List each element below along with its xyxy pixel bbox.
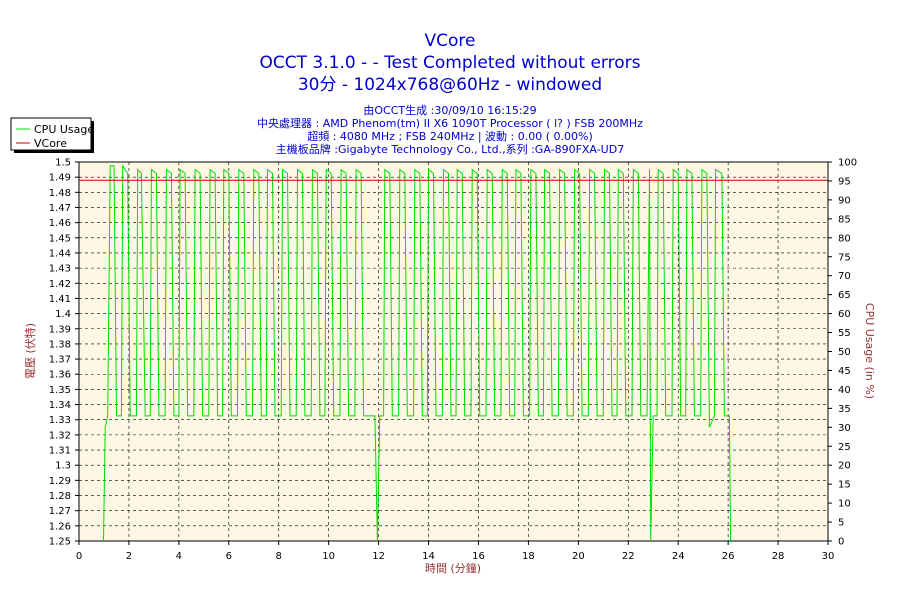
y-left-tick-label: 1.43 (49, 264, 71, 275)
x-tick-label: 22 (622, 551, 635, 562)
x-tick-label: 0 (76, 551, 82, 562)
y-right-tick-label: 50 (838, 347, 851, 358)
x-tick-label: 26 (722, 551, 735, 562)
y-left-tick-label: 1.46 (49, 218, 71, 229)
y-left-tick-label: 1.25 (49, 537, 71, 548)
y-left-axis-label: 電壓 (伏特) (23, 323, 37, 379)
y-left-tick-label: 1.41 (49, 294, 71, 305)
y-left-tick-label: 1.34 (49, 400, 71, 411)
info-line-4: 主機板品牌 :Gigabyte Technology Co., Ltd.,系列 … (276, 142, 624, 156)
info-line-2: 中央處理器 : AMD Phenom(tm) II X6 1090T Proce… (257, 116, 643, 130)
plot-area (78, 161, 829, 542)
y-left-tick-label: 1.35 (49, 385, 71, 396)
x-tick-label: 4 (176, 551, 182, 562)
x-tick-label: 14 (422, 551, 435, 562)
y-left-tick-label: 1.38 (49, 339, 71, 350)
x-tick-label: 2 (126, 551, 132, 562)
series-line-cpu-usage (103, 164, 732, 542)
legend-label-cpu-usage: CPU Usage (34, 123, 94, 136)
y-left-tick-label: 1.31 (49, 446, 71, 457)
y-left-tick-label: 1.48 (49, 188, 71, 199)
x-tick-label: 12 (372, 551, 385, 562)
y-left-tick-label: 1.36 (49, 370, 71, 381)
y-left-tick-label: 1.44 (49, 248, 71, 259)
legend: CPU Usage VCore (10, 117, 94, 153)
y-right-tick-label: 35 (838, 404, 851, 415)
series-lines (79, 164, 828, 542)
y-left-tick-label: 1.5 (55, 158, 71, 169)
x-tick-label: 28 (772, 551, 785, 562)
y-right-tick-label: 30 (838, 423, 851, 434)
y-left-tick-label: 1.27 (49, 506, 71, 517)
y-right-tick-label: 5 (838, 518, 844, 529)
y-right-tick-label: 25 (838, 442, 851, 453)
y-right-tick-label: 0 (838, 537, 844, 548)
y-right-axis-label: CPU Usage (in %) (863, 303, 876, 399)
y-right-tick-label: 90 (838, 195, 851, 206)
info-line-3: 超頻 : 4080 MHz ; FSB 240MHz | 波動 : 0.00 (… (307, 129, 593, 143)
info-line-1: 由OCCT生成 :30/09/10 16:15:29 (363, 103, 536, 117)
y-right-tick-label: 70 (838, 271, 851, 282)
y-left-tick-label: 1.42 (49, 279, 71, 290)
x-tick-label: 16 (472, 551, 485, 562)
chart-title: VCore (425, 31, 476, 51)
y-right-tick-label: 10 (838, 499, 851, 510)
chart-subtitle-2: 30分 - 1024x768@60Hz - windowed (298, 75, 602, 95)
grid-lines (78, 161, 829, 542)
y-left-tick-label: 1.29 (49, 476, 71, 487)
y-right-tick-label: 80 (838, 233, 851, 244)
x-tick-label: 20 (572, 551, 585, 562)
y-right-tick-label: 40 (838, 385, 851, 396)
y-left-tick-label: 1.37 (49, 355, 71, 366)
y-right-tick-label: 55 (838, 328, 851, 339)
y-left-tick-label: 1.32 (49, 430, 71, 441)
legend-box (10, 117, 92, 151)
y-left-tick-label: 1.47 (49, 203, 71, 214)
x-tick-label: 8 (276, 551, 282, 562)
y-left-ticks: 1.5 1.49 1.48 1.47 1.46 1.45 1.44 1.43 1.42 1.41 1… (49, 158, 79, 548)
y-left-tick-label: 1.33 (49, 415, 71, 426)
y-right-tick-label: 100 (838, 158, 857, 169)
y-left-tick-label: 1.3 (55, 461, 71, 472)
y-left-tick-label: 1.45 (49, 233, 71, 244)
y-right-tick-label: 60 (838, 309, 851, 320)
x-axis-label: 時間 (分鐘) (425, 561, 481, 575)
y-right-tick-label: 65 (838, 290, 851, 301)
y-right-tick-label: 85 (838, 214, 851, 225)
y-left-tick-label: 1.4 (55, 309, 71, 320)
x-tick-label: 6 (226, 551, 232, 562)
y-right-tick-label: 95 (838, 176, 851, 187)
y-right-tick-label: 15 (838, 480, 851, 491)
legend-label-vcore: VCore (34, 137, 67, 150)
y-left-tick-label: 1.49 (49, 173, 71, 184)
x-ticks: 0 2 4 6 8 10 12 14 16 18 20 22 24 26 28 30 (76, 541, 835, 562)
y-left-tick-label: 1.28 (49, 491, 71, 502)
y-right-tick-label: 45 (838, 366, 851, 377)
y-right-tick-label: 75 (838, 252, 851, 263)
y-left-tick-label: 1.26 (49, 521, 71, 532)
x-tick-label: 24 (672, 551, 685, 562)
y-right-ticks: 1009590858075706560555045403530252015105… (828, 158, 857, 548)
x-tick-label: 10 (322, 551, 335, 562)
x-tick-label: 18 (522, 551, 535, 562)
chart-subtitle-1: OCCT 3.1.0 - - Test Completed without er… (260, 53, 641, 73)
y-left-tick-label: 1.39 (49, 324, 71, 335)
x-tick-label: 30 (822, 551, 835, 562)
y-right-tick-label: 20 (838, 461, 851, 472)
